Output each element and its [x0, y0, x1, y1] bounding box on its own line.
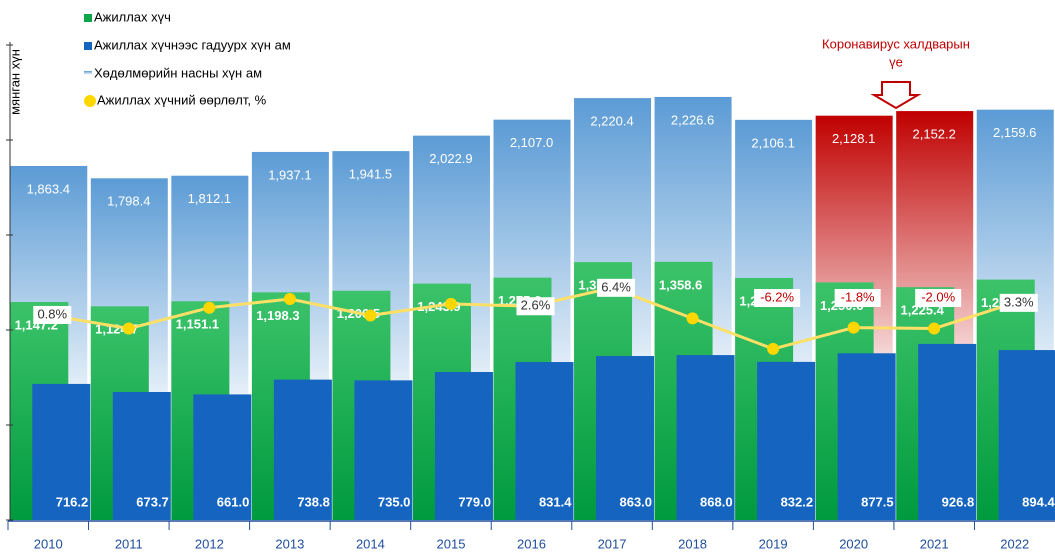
- change-dot: [203, 301, 216, 314]
- x-tick-label: 2021: [920, 536, 949, 551]
- change-label-bg: [597, 278, 636, 297]
- working-age-label: 2,220.4: [590, 114, 633, 129]
- legend-label: Хөдөлмөрийн насны хүн ам: [94, 65, 262, 80]
- change-dot: [928, 322, 941, 335]
- change-label: -1.8%: [841, 289, 875, 304]
- annotation: Коронавирус халдварын: [822, 36, 970, 51]
- change-label-bg: [33, 305, 72, 324]
- change-label: 6.4%: [601, 279, 631, 294]
- legend-marker: [84, 95, 96, 107]
- outside-labor-bar: [998, 350, 1055, 520]
- working-age-label: 1,812.1: [188, 191, 231, 206]
- outside-labor-bar: [112, 391, 171, 520]
- x-tick-label: 2020: [839, 536, 868, 551]
- working-age-label: 2,152.2: [913, 127, 956, 142]
- x-tick-label: 2022: [1000, 536, 1029, 551]
- working-age-label: 2,159.6: [993, 125, 1036, 140]
- outside-labor-bar: [193, 394, 252, 520]
- annotation-arrow: [870, 81, 922, 110]
- working-age-label: 1,798.4: [107, 194, 150, 209]
- working-age-label: 2,106.1: [751, 135, 794, 150]
- outside-labor-label: 738.8: [297, 494, 330, 509]
- x-tick-label: 2016: [517, 536, 546, 551]
- working-age-label: 2,226.6: [671, 112, 714, 127]
- change-label-bg: [834, 289, 881, 307]
- legend-marker: [84, 42, 92, 50]
- legend-label: Ажиллах хүчний өөрлөлт, %: [97, 92, 267, 107]
- change-label-bg: [915, 289, 962, 307]
- change-dot: [686, 312, 699, 325]
- outside-labor-bar: [676, 355, 735, 520]
- x-tick-label: 2013: [275, 536, 304, 551]
- outside-labor-label: 716.2: [56, 494, 89, 509]
- working-age-label: 2,022.9: [429, 151, 472, 166]
- x-tick-label: 2017: [598, 536, 627, 551]
- outside-labor-bar: [354, 380, 413, 520]
- x-tick-label: 2018: [678, 536, 707, 551]
- outside-labor-label: 831.4: [539, 494, 572, 509]
- outside-labor-label: 779.0: [458, 494, 491, 509]
- x-tick-label: 2015: [437, 536, 466, 551]
- x-tick-label: 2012: [195, 536, 224, 551]
- working-age-label: 2,128.1: [832, 131, 875, 146]
- change-label: -6.2%: [760, 289, 794, 304]
- x-tick-label: 2014: [356, 536, 385, 551]
- legend-marker: [84, 71, 92, 76]
- outside-labor-bar: [757, 361, 816, 520]
- change-label: 2.6%: [521, 298, 551, 313]
- outside-labor-bar: [837, 353, 896, 520]
- working-age-label: 2,107.0: [510, 135, 553, 150]
- outside-labor-bar: [273, 379, 332, 520]
- legend-label: Ажиллах хүч: [94, 9, 171, 24]
- labor-force-label: 1,198.3: [256, 308, 299, 323]
- x-tick-label: 2010: [34, 536, 63, 551]
- labor-force-label: 1,358.6: [659, 277, 702, 292]
- working-age-label: 1,937.1: [268, 167, 311, 182]
- outside-labor-label: 832.2: [781, 494, 814, 509]
- outside-labor-bar: [434, 371, 493, 520]
- outside-labor-bar: [32, 383, 91, 520]
- change-label-bg: [999, 293, 1038, 312]
- y-axis-label: мянган хүн: [7, 49, 22, 115]
- labor-force-label: 1,151.1: [176, 317, 219, 332]
- working-age-label: 1,863.4: [27, 181, 70, 196]
- outside-labor-bar: [515, 362, 574, 520]
- change-label: 0.8%: [37, 306, 67, 321]
- change-label: 3.3%: [1004, 294, 1034, 309]
- working-age-label: 1,941.5: [349, 167, 392, 182]
- outside-labor-label: 877.5: [861, 494, 894, 509]
- x-tick-label: 2011: [115, 536, 143, 551]
- outside-labor-label: 735.0: [378, 494, 411, 509]
- outside-labor-bar: [918, 343, 977, 520]
- change-dot: [444, 297, 457, 310]
- change-dot: [767, 342, 780, 355]
- outside-labor-bar: [596, 356, 655, 520]
- outside-labor-label: 661.0: [217, 494, 250, 509]
- outside-labor-label: 894.4: [1022, 494, 1055, 509]
- legend-label: Ажиллах хүчнээс гадуурх хүн ам: [94, 37, 291, 52]
- outside-labor-label: 868.0: [700, 494, 733, 509]
- change-dot: [283, 292, 296, 305]
- annotation: үе: [889, 54, 903, 69]
- change-label-bg: [516, 297, 555, 316]
- change-dot: [364, 309, 377, 322]
- change-dot: [847, 321, 860, 334]
- change-label-bg: [754, 289, 801, 307]
- change-label: -2.0%: [921, 289, 955, 304]
- legend-marker: [84, 14, 92, 22]
- change-dot: [122, 322, 135, 335]
- outside-labor-label: 863.0: [619, 494, 652, 509]
- outside-labor-label: 926.8: [942, 494, 975, 509]
- plot: 1,863.4 1,798.4 1,812.1 1,937.1 1,941.5 2,022…: [10, 96, 1055, 521]
- x-tick-label: 2019: [759, 536, 788, 551]
- outside-labor-label: 673.7: [136, 494, 169, 509]
